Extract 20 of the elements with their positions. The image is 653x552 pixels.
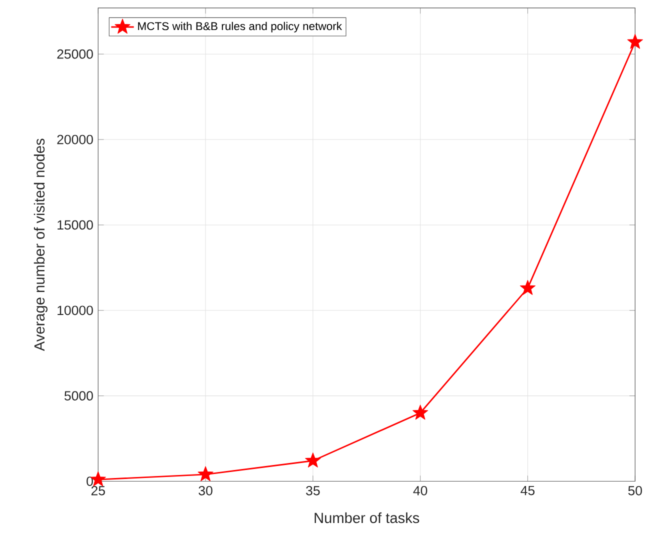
x-tick-label: 50 <box>628 486 642 496</box>
legend-label: MCTS with B&B rules and policy network <box>138 22 342 32</box>
y-tick-label: 20000 <box>57 134 93 144</box>
point <box>627 34 643 49</box>
x-tick-label: 35 <box>306 486 320 496</box>
x-tick-label: 30 <box>198 486 212 496</box>
point <box>412 404 428 420</box>
y-tick-label: 0 <box>86 476 93 486</box>
point <box>520 280 536 295</box>
y-tick-label: 10000 <box>58 306 93 316</box>
x-axis-title: Number of tasks <box>314 512 420 524</box>
x-tick-label: 45 <box>520 486 535 496</box>
y-tick-label: 5000 <box>64 391 93 401</box>
point <box>305 452 321 468</box>
x-tick-label: 25 <box>91 486 105 496</box>
y-axis-title: Average number of visited nodes <box>34 138 48 352</box>
y-tick-label: 25000 <box>57 49 93 59</box>
point <box>198 466 214 482</box>
y-tick-label: 15000 <box>58 220 93 230</box>
x-tick-label: 40 <box>413 486 428 496</box>
